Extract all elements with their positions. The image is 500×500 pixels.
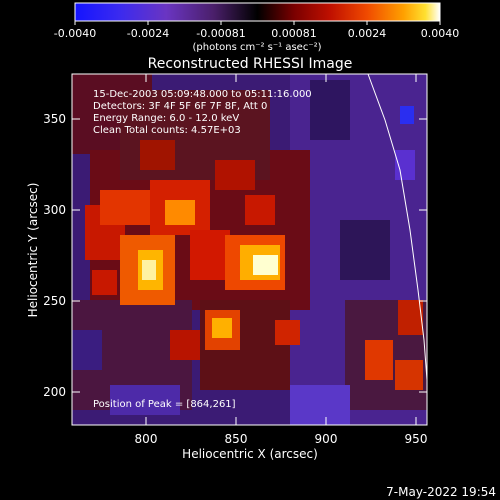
x-axis-label: Heliocentric X (arcsec) <box>182 447 318 461</box>
colorbar-tick-label: -0.0024 <box>127 27 169 40</box>
colorbar-ticks <box>74 21 441 25</box>
solar-flux-heatmap <box>72 74 427 425</box>
x-tick-label: 900 <box>315 432 338 446</box>
colorbar-tick-label: 0.0040 <box>421 27 460 40</box>
x-tick-label: 950 <box>405 432 428 446</box>
y-tick-label: 300 <box>43 203 66 217</box>
x-tick-label: 850 <box>225 432 248 446</box>
x-tick-label: 800 <box>135 432 158 446</box>
colorbar-tick-label: 0.0024 <box>348 27 387 40</box>
colorbar-tick-label: -0.0040 <box>54 27 96 40</box>
colorbar-unit-label: (photons cm⁻² s⁻¹ asec⁻²) <box>192 42 321 53</box>
solar-limb-line <box>367 73 428 381</box>
peak-position-label: Position of Peak = [864,261] <box>93 399 236 410</box>
info-line-energy: Energy Range: 6.0 - 12.0 keV <box>93 113 239 124</box>
plot-frame <box>71 73 428 426</box>
y-tick-label: 350 <box>43 112 66 126</box>
x-axis-ticks <box>145 74 417 425</box>
info-line-time: 15-Dec-2003 05:09:48.000 to 05:11:16.000 <box>93 89 312 100</box>
info-line-clean: Clean Total counts: 4.57E+03 <box>93 125 241 136</box>
y-axis-ticks <box>72 118 427 393</box>
footer-date: 7-May-2022 19:54 <box>386 485 496 499</box>
colorbar-gradient <box>74 2 441 22</box>
colorbar-tick-label: 0.00081 <box>271 27 317 40</box>
info-line-detectors: Detectors: 3F 4F 5F 6F 7F 8F, Att 0 <box>93 101 267 112</box>
y-tick-label: 200 <box>43 385 66 399</box>
y-tick-label: 250 <box>43 294 66 308</box>
colorbar-tick-label: -0.00081 <box>196 27 245 40</box>
y-axis-label: Heliocentric Y (arcsec) <box>26 183 40 318</box>
plot-title: Reconstructed RHESSI Image <box>148 56 353 72</box>
